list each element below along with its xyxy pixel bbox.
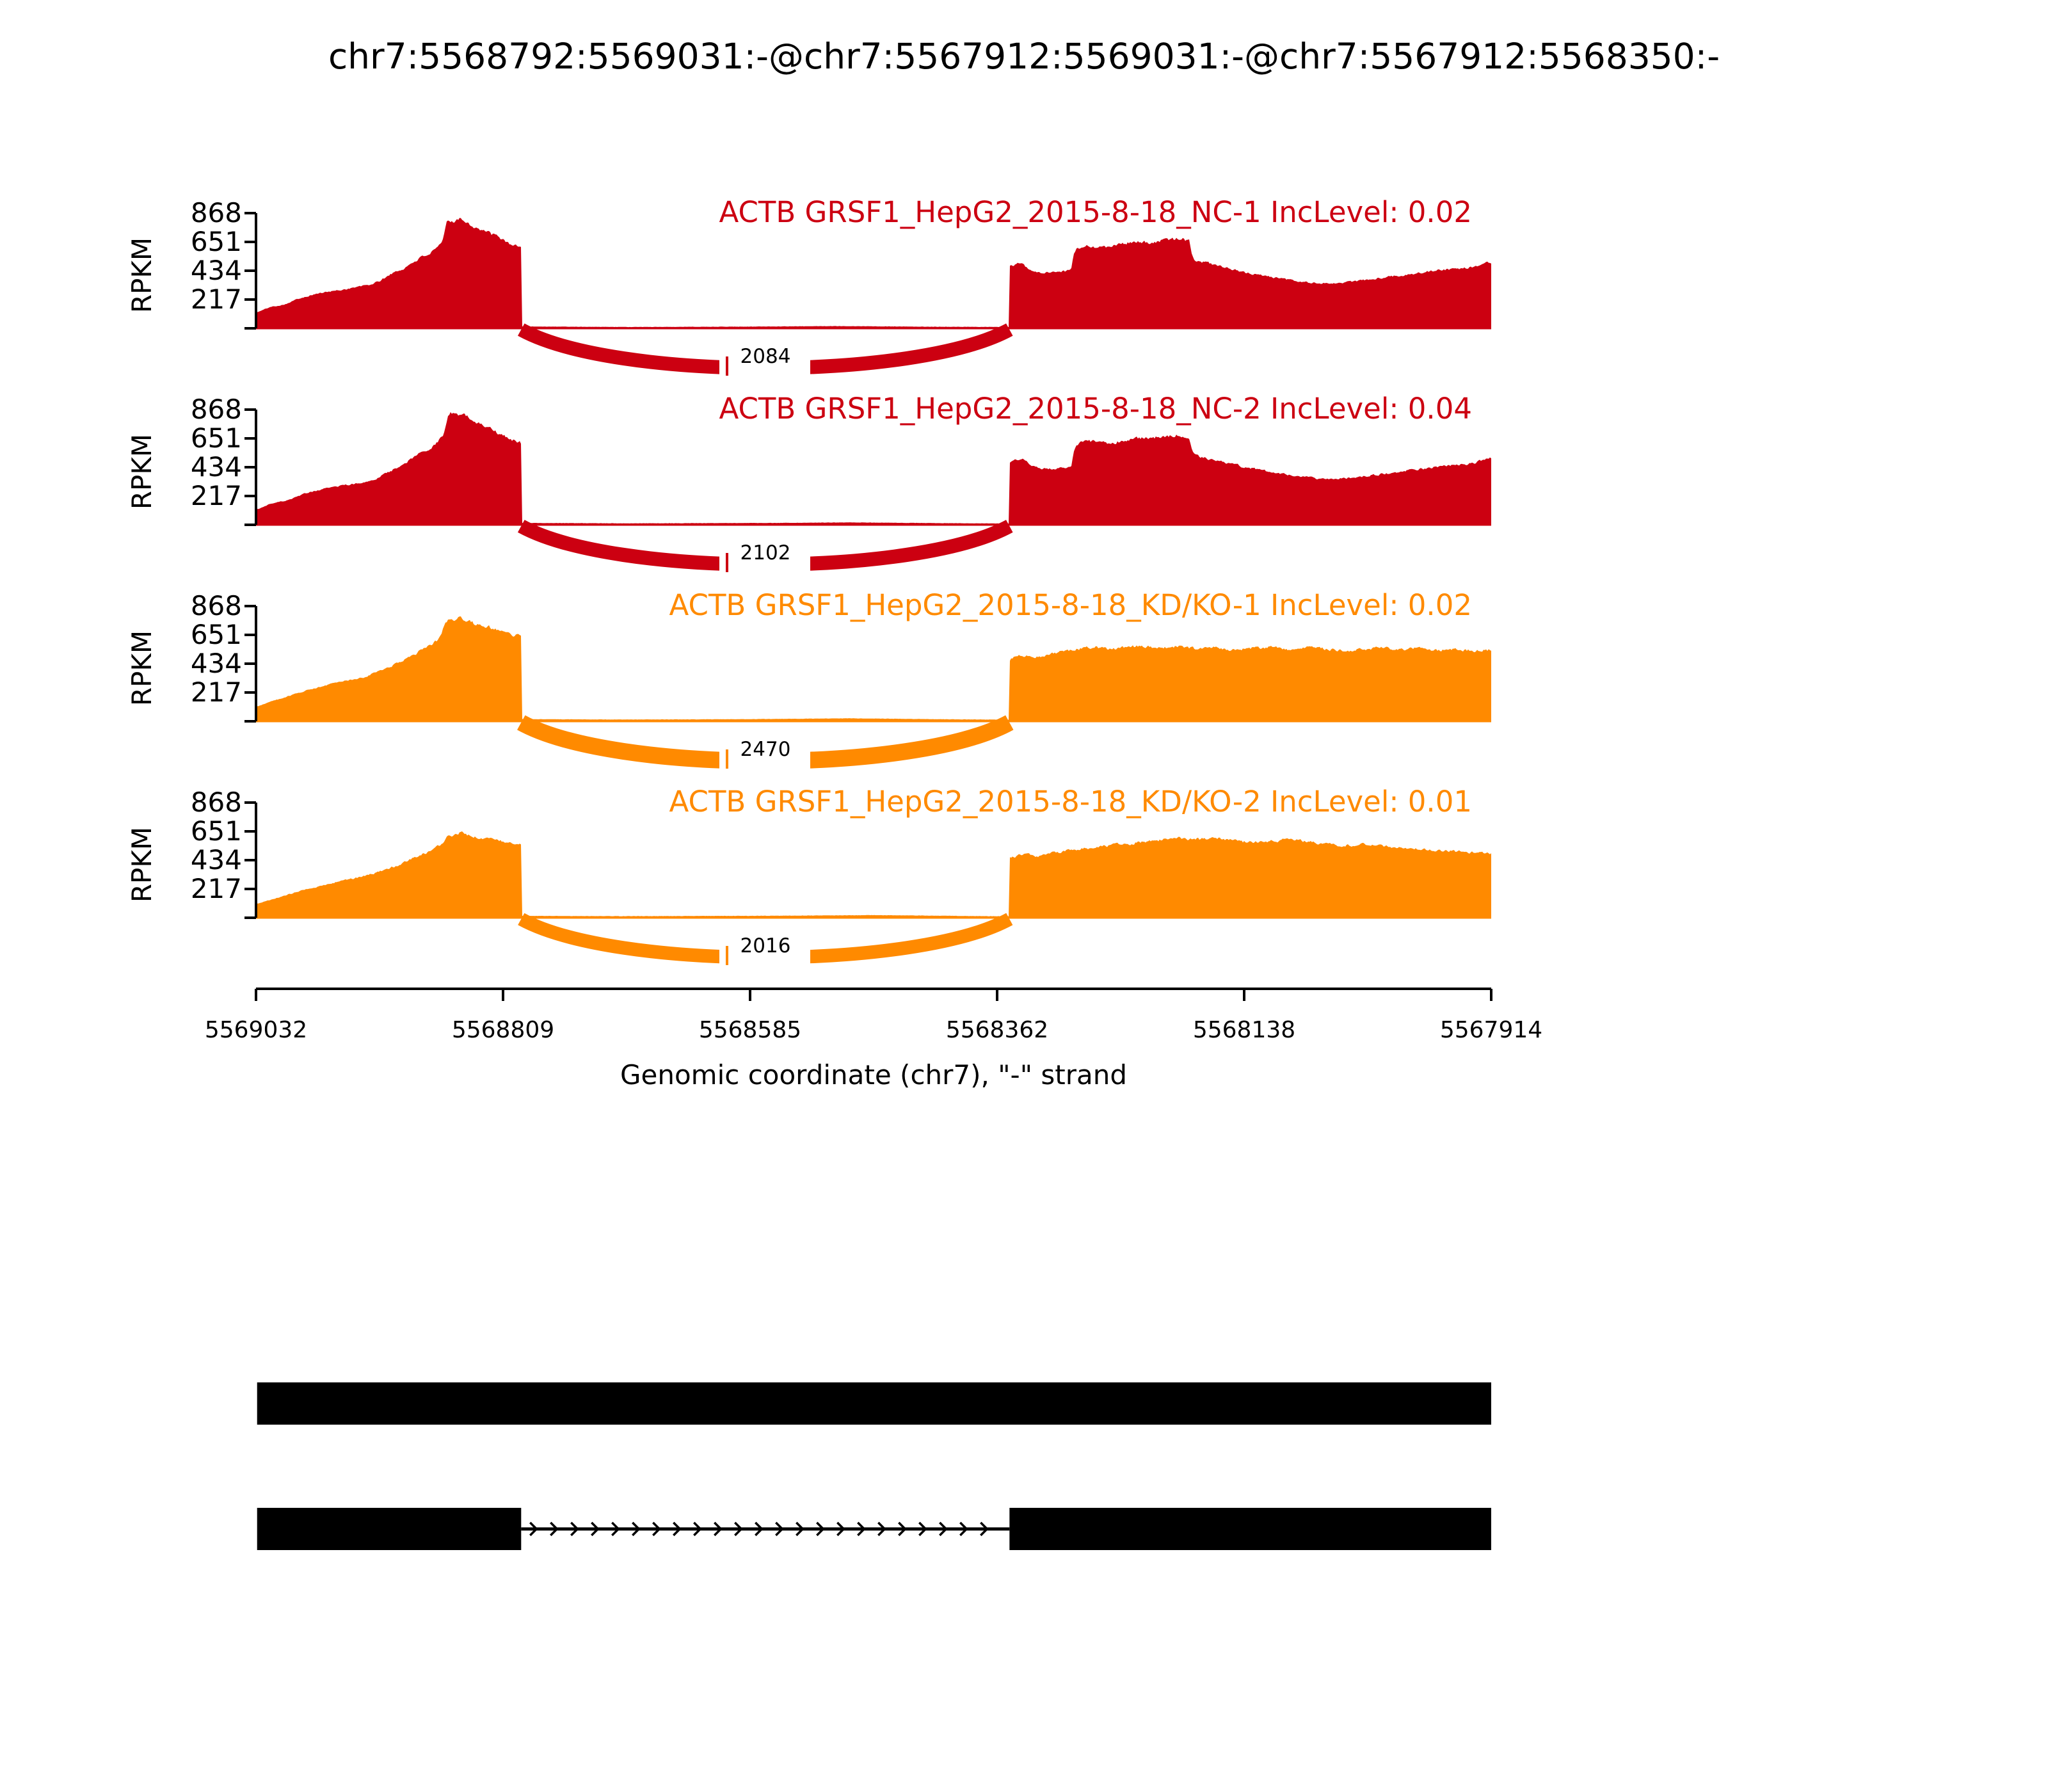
y-tick-label: 868 <box>190 197 242 228</box>
strand-direction-arrow-icon <box>857 1521 866 1537</box>
junction-read-count-nc-2: 2102 <box>740 541 791 564</box>
strand-direction-arrow-icon <box>570 1521 579 1537</box>
exon-block <box>257 1382 1491 1425</box>
strand-direction-arrow-icon <box>714 1521 723 1537</box>
strand-direction-arrow-icon <box>939 1521 948 1537</box>
y-tick-label: 651 <box>190 422 242 454</box>
y-tick-label: 434 <box>190 844 242 876</box>
junction-label-gap <box>719 337 810 377</box>
track-label-kdko-1: ACTB GRSF1_HepG2_2015-8-18_KD/KO-1 IncLe… <box>669 588 1472 622</box>
y-tick-label: 651 <box>190 619 242 650</box>
junction-label-gap <box>719 927 810 966</box>
coverage-area-4 <box>256 831 1491 918</box>
y-tick-label: 651 <box>190 226 242 257</box>
plot-title: chr7:5568792:5569031:-@chr7:5567912:5569… <box>328 36 1720 77</box>
strand-direction-arrow-icon <box>755 1521 764 1537</box>
x-axis-title: Genomic coordinate (chr7), "-" strand <box>620 1059 1128 1091</box>
x-tick-label: 5567914 <box>1439 1017 1543 1043</box>
track-label-nc-1: ACTB GRSF1_HepG2_2015-8-18_NC-1 IncLevel… <box>719 195 1472 229</box>
junction-read-count-nc-1: 2084 <box>740 345 791 368</box>
coverage-area-2 <box>256 412 1491 525</box>
strand-direction-arrow-icon <box>898 1521 907 1537</box>
strand-direction-arrow-icon <box>673 1521 682 1537</box>
exon-block <box>257 1508 522 1550</box>
y-tick-label: 434 <box>190 451 242 483</box>
y-tick-label: 651 <box>190 815 242 847</box>
x-axis <box>255 988 1492 1001</box>
x-tick-label: 5568138 <box>1192 1017 1296 1043</box>
track-2 <box>244 408 1491 573</box>
strand-direction-arrow-icon <box>632 1521 641 1537</box>
strand-direction-arrow-icon <box>550 1521 559 1537</box>
y-tick-label: 434 <box>190 648 242 679</box>
track-3 <box>244 605 1491 770</box>
y-tick-label: 434 <box>190 255 242 286</box>
coverage-area-1 <box>256 218 1491 328</box>
x-tick-label: 5568809 <box>451 1017 555 1043</box>
strand-direction-arrow-icon <box>836 1521 845 1537</box>
strand-direction-arrow-icon <box>734 1521 743 1537</box>
strand-direction-arrow-icon <box>959 1521 968 1537</box>
strand-direction-arrow-icon <box>816 1521 825 1537</box>
strand-direction-arrow-icon <box>693 1521 702 1537</box>
strand-direction-arrow-icon <box>918 1521 927 1537</box>
junction-label-gap <box>719 534 810 573</box>
strand-direction-arrow-icon <box>652 1521 661 1537</box>
x-tick-label: 5568585 <box>698 1017 802 1043</box>
y-tick-label: 217 <box>190 480 242 511</box>
strand-direction-arrow-icon <box>611 1521 620 1537</box>
x-tick-label: 5568362 <box>945 1017 1049 1043</box>
y-tick-label: 868 <box>190 394 242 425</box>
strand-direction-arrow-icon <box>877 1521 886 1537</box>
y-tick-label: 868 <box>190 590 242 621</box>
junction-label-gap <box>719 730 810 770</box>
y-tick-label: 217 <box>190 873 242 904</box>
y-tick-label: 217 <box>190 676 242 708</box>
track-4 <box>244 801 1491 966</box>
coverage-area-3 <box>256 616 1491 721</box>
track-1 <box>244 212 1491 377</box>
track-label-kdko-2: ACTB GRSF1_HepG2_2015-8-18_KD/KO-2 IncLe… <box>669 785 1472 819</box>
y-tick-label: 217 <box>190 284 242 315</box>
junction-read-count-kdko-1: 2470 <box>740 738 791 761</box>
strand-direction-arrow-icon <box>796 1521 804 1537</box>
strand-direction-arrow-icon <box>591 1521 600 1537</box>
track-label-nc-2: ACTB GRSF1_HepG2_2015-8-18_NC-2 IncLevel… <box>719 392 1472 426</box>
strand-direction-arrow-icon <box>529 1521 538 1537</box>
x-tick-label: 5569032 <box>204 1017 308 1043</box>
gene-model <box>257 1382 1491 1550</box>
strand-direction-arrow-icon <box>775 1521 784 1537</box>
junction-read-count-kdko-2: 2016 <box>740 934 791 957</box>
y-tick-label: 868 <box>190 787 242 818</box>
strand-direction-arrow-icon <box>980 1521 989 1537</box>
exon-block <box>1009 1508 1491 1550</box>
